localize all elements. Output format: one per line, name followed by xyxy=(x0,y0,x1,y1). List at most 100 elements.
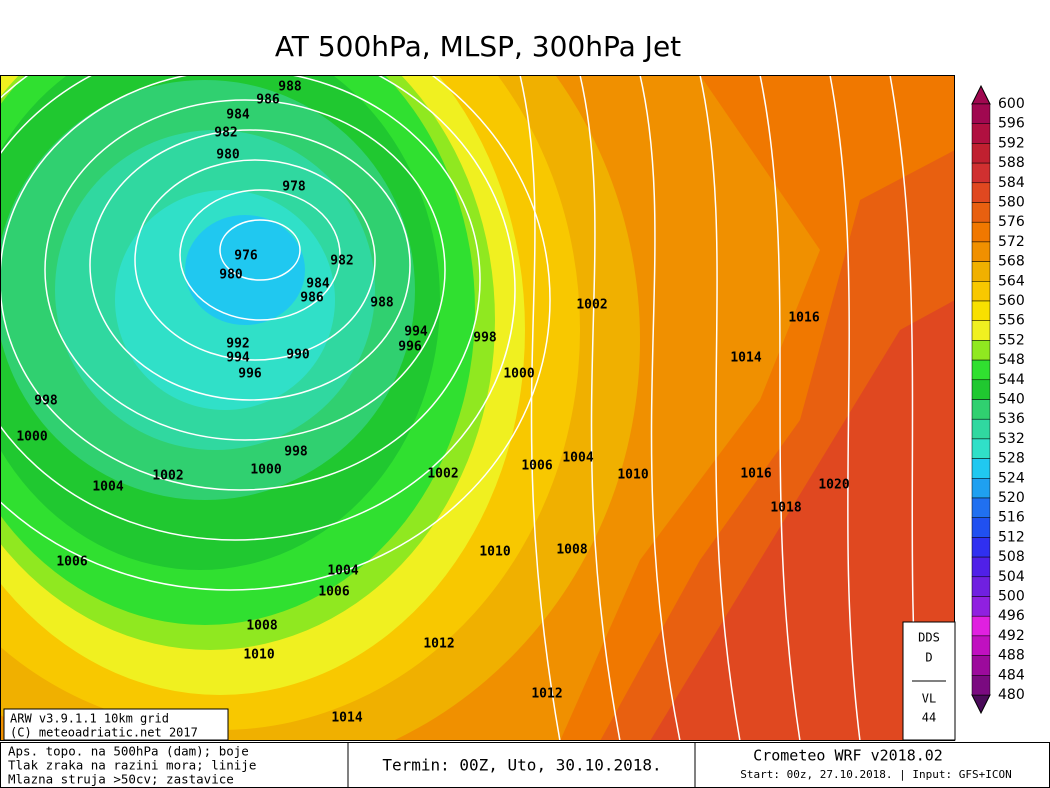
colorbar-label: 524 xyxy=(998,470,1025,486)
isobar-label: 994 xyxy=(226,351,250,366)
map-field xyxy=(0,75,955,741)
arrow xyxy=(971,84,991,105)
colorbar-label: 596 xyxy=(998,116,1025,132)
isobar-label: 996 xyxy=(238,367,262,382)
field xyxy=(650,300,955,741)
color-swatch xyxy=(971,162,991,184)
isobar-label: 1008 xyxy=(246,619,277,634)
isobar-label: 1010 xyxy=(617,468,648,483)
isobar-label: 998 xyxy=(284,445,308,460)
colorbar-label: 528 xyxy=(998,451,1025,467)
color-swatch xyxy=(971,418,991,440)
isobar-label: 1006 xyxy=(318,585,349,600)
color-swatch xyxy=(971,320,991,341)
model-text: ARW v3.9.1.1 10km grid xyxy=(10,712,169,726)
isobar-label: 1014 xyxy=(730,351,761,366)
isobar-label: 1018 xyxy=(770,501,801,516)
termin: Termin: 00Z, Uto, 30.10.2018. xyxy=(382,756,661,775)
color-swatch xyxy=(971,556,991,578)
isobar-label: 990 xyxy=(286,348,310,363)
colorbar-label: 556 xyxy=(998,313,1025,329)
isobar-label: 1016 xyxy=(740,467,771,482)
colorbar-label: 520 xyxy=(998,490,1025,506)
colorbar-label: 484 xyxy=(998,667,1025,683)
isobar-label: 996 xyxy=(398,340,422,355)
isobar-label: 1002 xyxy=(427,467,458,482)
colorbar-label: 580 xyxy=(998,195,1025,211)
isobar-label: 1002 xyxy=(576,298,607,313)
color-swatch xyxy=(971,241,991,262)
colorbar-label: 480 xyxy=(998,687,1025,703)
isobar-label: 1006 xyxy=(521,459,552,474)
isobar-label: 1004 xyxy=(327,564,358,579)
color-swatch xyxy=(971,655,991,676)
start: Start: 00z, 27.10.2018. | Input: GFS+ICO… xyxy=(740,768,1012,781)
colorbar-label: 544 xyxy=(998,372,1025,388)
isobar-label: 994 xyxy=(404,325,428,340)
isobar-label: 976 xyxy=(234,249,258,264)
isobar-label: 1008 xyxy=(556,543,587,558)
colorbar-label: 568 xyxy=(998,254,1025,270)
map-frame xyxy=(0,75,955,741)
footer xyxy=(0,742,1050,788)
isobar-label: 982 xyxy=(330,254,353,269)
colorbar-label: 504 xyxy=(998,569,1025,585)
colorbar-label: 564 xyxy=(998,273,1025,289)
colorbar-label: 496 xyxy=(998,608,1025,624)
colorbar-label: 584 xyxy=(998,175,1025,191)
color-swatch xyxy=(971,517,991,538)
color-swatch xyxy=(971,300,991,321)
isobars xyxy=(0,75,921,741)
legend-text: Aps. topo. na 500hPa (dam); boje xyxy=(8,744,249,759)
color-swatch xyxy=(971,497,991,518)
colorbar-label: 540 xyxy=(998,392,1025,408)
info-text: DDS xyxy=(918,631,940,645)
model-text: (C) meteoadriatic.net 2017 xyxy=(10,726,198,740)
isobar-label: 1004 xyxy=(92,480,123,495)
colorbar-label: 532 xyxy=(998,431,1025,447)
field xyxy=(185,215,305,325)
colorbar-label: 592 xyxy=(998,135,1025,151)
color-swatch xyxy=(971,537,991,558)
colorbar: 600 596 592 588 584 580 576 572 568 564 560 556 552 5… xyxy=(971,84,1025,715)
colorbar-label: 516 xyxy=(998,510,1025,526)
color-swatch xyxy=(971,202,991,223)
isobar-label: 1000 xyxy=(16,430,47,445)
isobar-label: 1012 xyxy=(423,637,454,652)
colorbar-label: 588 xyxy=(998,155,1025,171)
isobar-label: 1012 xyxy=(531,687,562,702)
isobar-label: 986 xyxy=(256,93,280,108)
arrow xyxy=(971,694,991,715)
color-swatch xyxy=(971,221,991,243)
color-swatch xyxy=(971,123,991,144)
color-swatch xyxy=(971,340,991,361)
color-swatch xyxy=(971,182,991,203)
color-swatch xyxy=(971,458,991,479)
colorbar-label: 500 xyxy=(998,589,1025,605)
color-swatch xyxy=(971,478,991,499)
color-swatch xyxy=(971,261,991,282)
color-swatch xyxy=(971,576,991,597)
colorbar-label: 572 xyxy=(998,234,1025,250)
isobar-label: 1010 xyxy=(479,545,510,560)
colorbar-label: 508 xyxy=(998,549,1025,565)
info-text: D xyxy=(925,651,932,665)
isobar-label: 978 xyxy=(282,180,306,195)
colorbar-label: 488 xyxy=(998,648,1025,664)
isobar-label: 984 xyxy=(306,277,330,292)
isobar-label: 1004 xyxy=(562,451,593,466)
colorbar-label: 492 xyxy=(998,628,1025,644)
legend-text: Tlak zraka na razini mora; linije xyxy=(8,758,256,773)
isobar-label: 986 xyxy=(300,291,324,306)
legend-text: Mlazna struja >50cv; zastavice xyxy=(8,772,234,787)
product: Crometeo WRF v2018.02 xyxy=(753,747,943,765)
isobar-label: 998 xyxy=(473,331,497,346)
isobar-label: 982 xyxy=(214,126,237,141)
title: AT 500hPa, MLSP, 300hPa Jet xyxy=(275,30,681,63)
colorbar-label: 600 xyxy=(998,96,1025,112)
isobar-label: 980 xyxy=(219,268,243,283)
color-swatch xyxy=(971,379,991,400)
isobar-label: 1002 xyxy=(152,469,183,484)
